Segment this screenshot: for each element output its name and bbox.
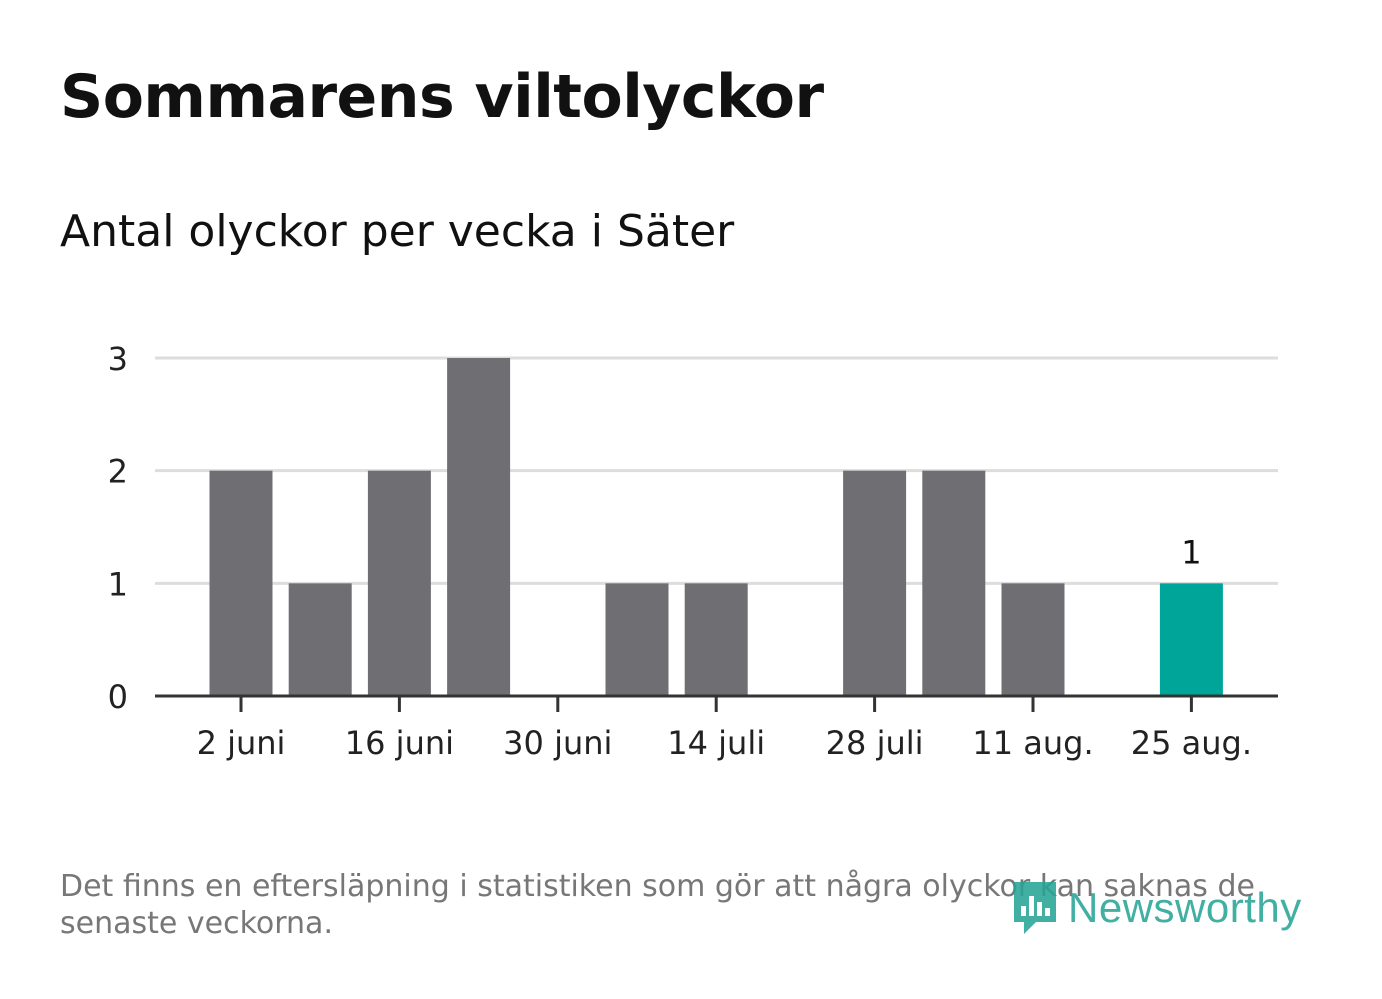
y-tick-label: 1: [108, 565, 128, 603]
x-tick-label: 16 juni: [345, 724, 454, 762]
x-tick-label: 14 juli: [667, 724, 765, 762]
logo-text: Newsworthy: [1068, 884, 1302, 931]
bar: [1001, 583, 1065, 696]
bar: [447, 358, 511, 696]
bar: [1159, 583, 1223, 696]
bar: [209, 470, 273, 696]
x-tick-label: 30 juni: [503, 724, 612, 762]
newsworthy-logo-icon: [1014, 882, 1056, 934]
chart-title: Sommarens viltolyckor: [60, 62, 824, 132]
bar: [288, 583, 352, 696]
bar: [922, 470, 986, 696]
y-tick-label: 3: [108, 340, 128, 378]
value-label: 1: [1181, 533, 1201, 571]
newsworthy-logo: Newsworthy: [1010, 878, 1302, 938]
bar: [843, 470, 907, 696]
chart-subtitle: Antal olyckor per vecka i Säter: [60, 206, 735, 257]
x-tick-label: 28 juli: [826, 724, 924, 762]
bar: [367, 470, 431, 696]
y-tick-label: 0: [108, 678, 128, 716]
y-tick-label: 2: [108, 453, 128, 491]
x-tick-label: 25 aug.: [1131, 724, 1252, 762]
x-tick-label: 11 aug.: [972, 724, 1093, 762]
x-tick-label: 2 juni: [197, 724, 286, 762]
bar: [684, 583, 748, 696]
bar: [605, 583, 669, 696]
